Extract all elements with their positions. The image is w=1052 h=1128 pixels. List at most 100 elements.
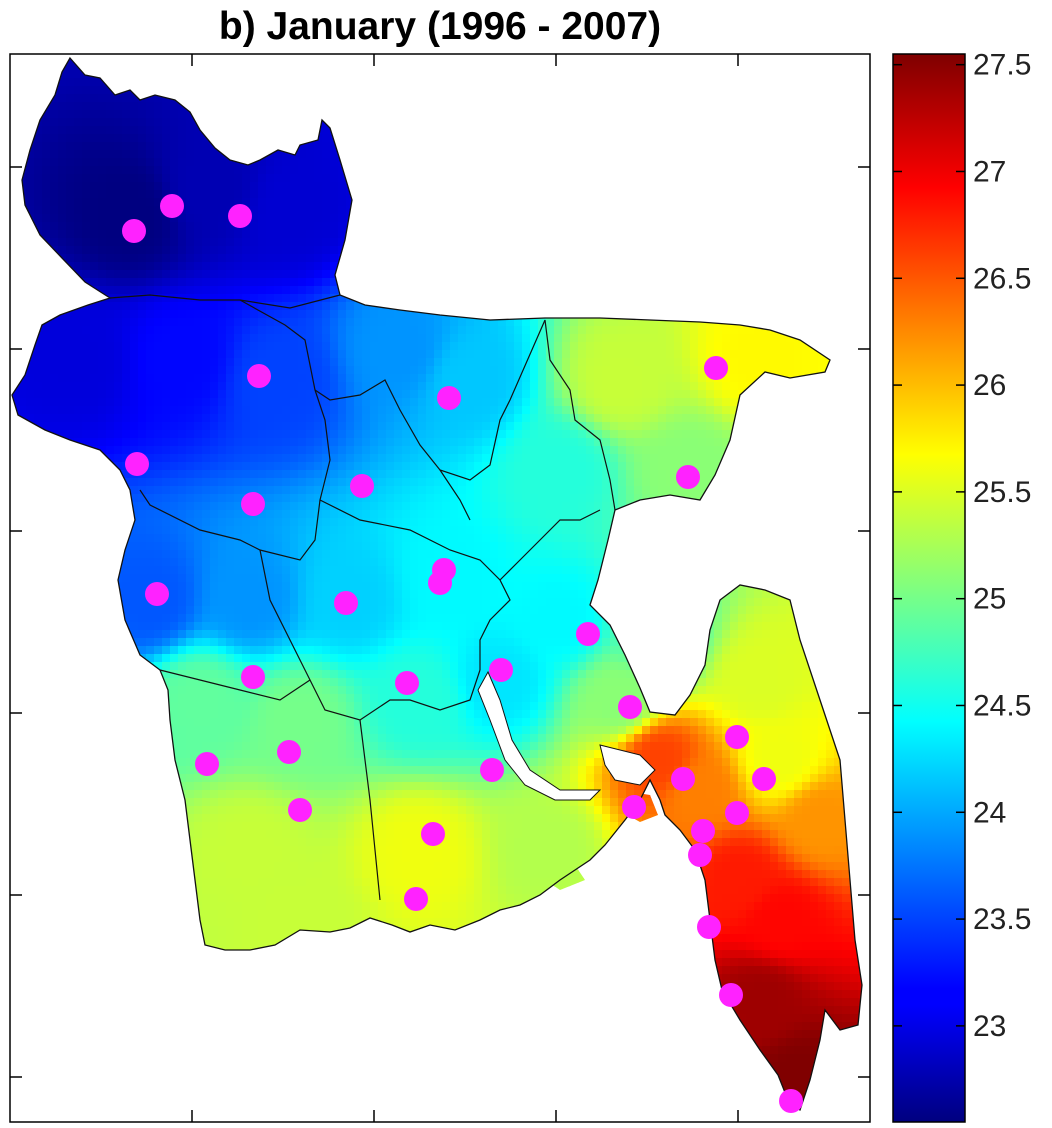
field-cell [138,310,147,319]
field-cell [66,398,75,407]
field-cell [346,326,355,335]
field-cell [506,270,515,279]
field-cell [274,214,283,223]
field-cell [282,174,291,183]
field-cell [402,358,411,367]
field-cell [378,286,387,295]
field-cell [130,358,139,367]
field-cell [506,318,515,327]
field-cell [690,54,699,63]
field-cell [618,206,627,215]
field-cell [258,206,267,215]
field-cell [106,390,115,399]
field-cell [154,222,163,231]
field-cell [458,398,467,407]
field-cell [178,78,187,87]
field-cell [12,414,19,423]
field-cell [258,318,267,327]
field-cell [450,366,459,375]
field-cell [418,150,427,159]
field-cell [530,406,539,415]
field-cell [346,230,355,239]
field-cell [746,318,755,327]
field-cell [250,214,259,223]
field-cell [658,222,667,231]
field-cell [458,278,467,287]
field-cell [810,174,819,183]
field-cell [202,246,211,255]
field-cell [186,398,195,407]
field-cell [626,158,635,167]
field-cell [346,334,355,343]
field-cell [122,318,131,327]
field-cell [258,182,267,191]
field-cell [450,302,459,311]
field-cell [74,238,83,247]
field-cell [12,118,19,127]
field-cell [802,246,811,255]
field-cell [754,390,763,399]
field-cell [186,366,195,375]
field-cell [298,142,307,151]
field-cell [506,262,515,271]
field-cell [210,198,219,207]
field-cell [250,70,259,79]
field-cell [410,150,419,159]
field-cell [706,262,715,271]
field-cell [250,302,259,311]
field-cell [50,414,59,423]
field-cell [834,190,843,199]
field-cell [370,182,379,191]
field-cell [178,222,187,231]
field-cell [730,398,739,407]
field-cell [522,166,531,175]
field-cell [506,254,515,263]
field-cell [650,398,659,407]
field-cell [290,350,299,359]
field-cell [298,134,307,143]
field-cell [594,366,603,375]
field-cell [266,366,275,375]
field-cell [634,326,643,335]
field-cell [482,54,491,63]
field-cell [642,134,651,143]
field-cell [450,102,459,111]
field-cell [26,62,35,71]
field-cell [18,318,27,327]
field-cell [50,222,59,231]
field-cell [714,278,723,287]
field-cell [418,126,427,135]
field-cell [338,262,347,271]
field-cell [842,174,851,183]
field-cell [626,86,635,95]
field-cell [418,390,427,399]
field-cell [106,334,115,343]
field-cell [658,350,667,359]
field-cell [250,126,259,135]
field-cell [730,310,739,319]
field-cell [146,182,155,191]
field-cell [210,230,219,239]
field-cell [314,294,323,303]
field-cell [698,254,707,263]
field-cell [818,166,827,175]
field-cell [178,62,187,71]
field-cell [210,134,219,143]
field-cell [98,86,107,95]
field-cell [370,406,379,415]
field-cell [362,134,371,143]
field-cell [530,302,539,311]
field-cell [466,254,475,263]
field-cell [610,206,619,215]
field-cell [42,222,51,231]
field-cell [842,206,851,215]
field-cell [746,342,755,351]
field-cell [706,334,715,343]
field-cell [618,334,627,343]
field-cell [138,342,147,351]
field-cell [314,318,323,327]
field-cell [202,350,211,359]
field-cell [834,390,843,399]
field-cell [554,318,563,327]
field-cell [562,142,571,151]
